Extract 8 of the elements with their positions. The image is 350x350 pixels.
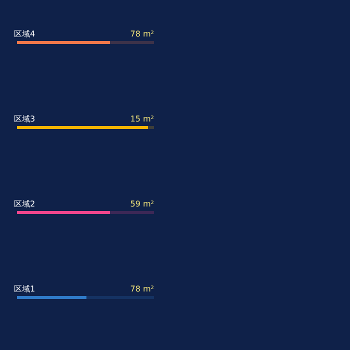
annotation: 59 m² <box>130 200 154 208</box>
y-tick-label: 区域4 <box>14 30 36 38</box>
annotation: 78 m² <box>130 30 154 38</box>
y-tick-label: 区域1 <box>14 284 36 294</box>
annotation: 15 m² <box>130 114 154 124</box>
annotation: 78 m² <box>130 284 154 294</box>
y-tick-label: 区域2 <box>14 200 36 208</box>
y-tick-label: 区域3 <box>14 114 36 124</box>
